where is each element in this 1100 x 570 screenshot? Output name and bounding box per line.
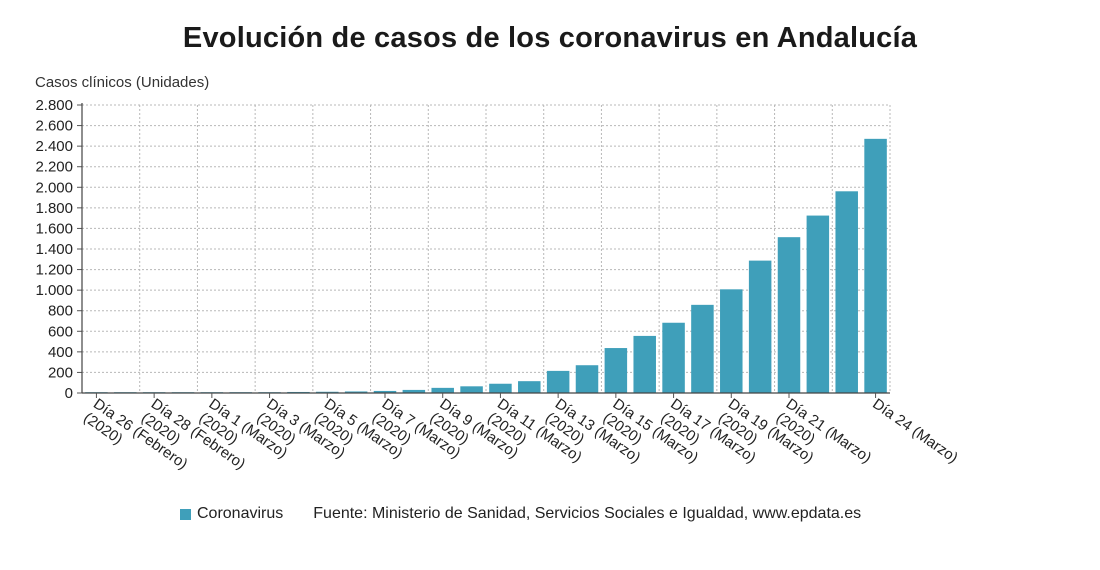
x-tick-label: Día 24 (Marzo) bbox=[869, 395, 961, 466]
bar bbox=[835, 191, 858, 393]
bar bbox=[575, 365, 599, 393]
bar bbox=[633, 335, 656, 393]
y-tick-label: 1.200 bbox=[35, 262, 73, 279]
bar bbox=[431, 387, 454, 393]
y-tick-label: 1.000 bbox=[35, 282, 73, 299]
bar bbox=[316, 391, 339, 393]
bar bbox=[373, 390, 397, 393]
bar bbox=[691, 304, 714, 393]
y-tick-label: 2.200 bbox=[35, 159, 73, 176]
legend-label: Coronavirus bbox=[197, 505, 284, 522]
bar bbox=[546, 370, 570, 393]
bar bbox=[864, 138, 887, 393]
y-tick-label: 1.400 bbox=[35, 241, 73, 258]
bar bbox=[748, 260, 772, 393]
y-tick-label: 2.800 bbox=[35, 97, 73, 114]
y-tick-label: 400 bbox=[48, 344, 73, 361]
y-axis-title: Casos clínicos (Unidades) bbox=[35, 74, 210, 91]
y-tick-label: 2.600 bbox=[35, 118, 73, 135]
y-tick-label: 2.400 bbox=[35, 138, 73, 155]
x-tick-labels: Día 26 (Febrero)(2020) Día 28 (Febrero)(2… bbox=[80, 395, 961, 473]
bar bbox=[518, 381, 541, 393]
legend: Coronavirus Fuente: Ministerio de Sanida… bbox=[180, 505, 861, 523]
source-note: Fuente: Ministerio de Sanidad, Servicios… bbox=[313, 505, 862, 522]
bar bbox=[806, 215, 830, 393]
bar bbox=[489, 383, 512, 393]
legend-swatch bbox=[180, 508, 191, 520]
bar bbox=[460, 386, 483, 393]
y-tick-label: 1.600 bbox=[35, 220, 73, 237]
y-tick-label: 2.000 bbox=[35, 179, 73, 196]
bar bbox=[344, 391, 368, 393]
y-tick-label: 200 bbox=[48, 364, 73, 381]
bar bbox=[777, 237, 801, 393]
axes bbox=[77, 103, 890, 398]
chart-title: Evolución de casos de los coronavirus en… bbox=[182, 22, 918, 54]
bar bbox=[604, 348, 628, 393]
y-tick-label: 1.800 bbox=[35, 200, 73, 217]
bar bbox=[720, 289, 743, 393]
bar bbox=[662, 322, 685, 393]
y-tick-label: 0 bbox=[65, 385, 73, 402]
bar bbox=[402, 389, 426, 393]
bars bbox=[85, 138, 887, 393]
y-tick-label: 600 bbox=[48, 323, 73, 340]
y-tick-labels: 0 200 400 600 800 1.000 1.200 1.400 1.600 1.800 2.… bbox=[35, 97, 73, 402]
y-tick-label: 800 bbox=[48, 303, 73, 320]
